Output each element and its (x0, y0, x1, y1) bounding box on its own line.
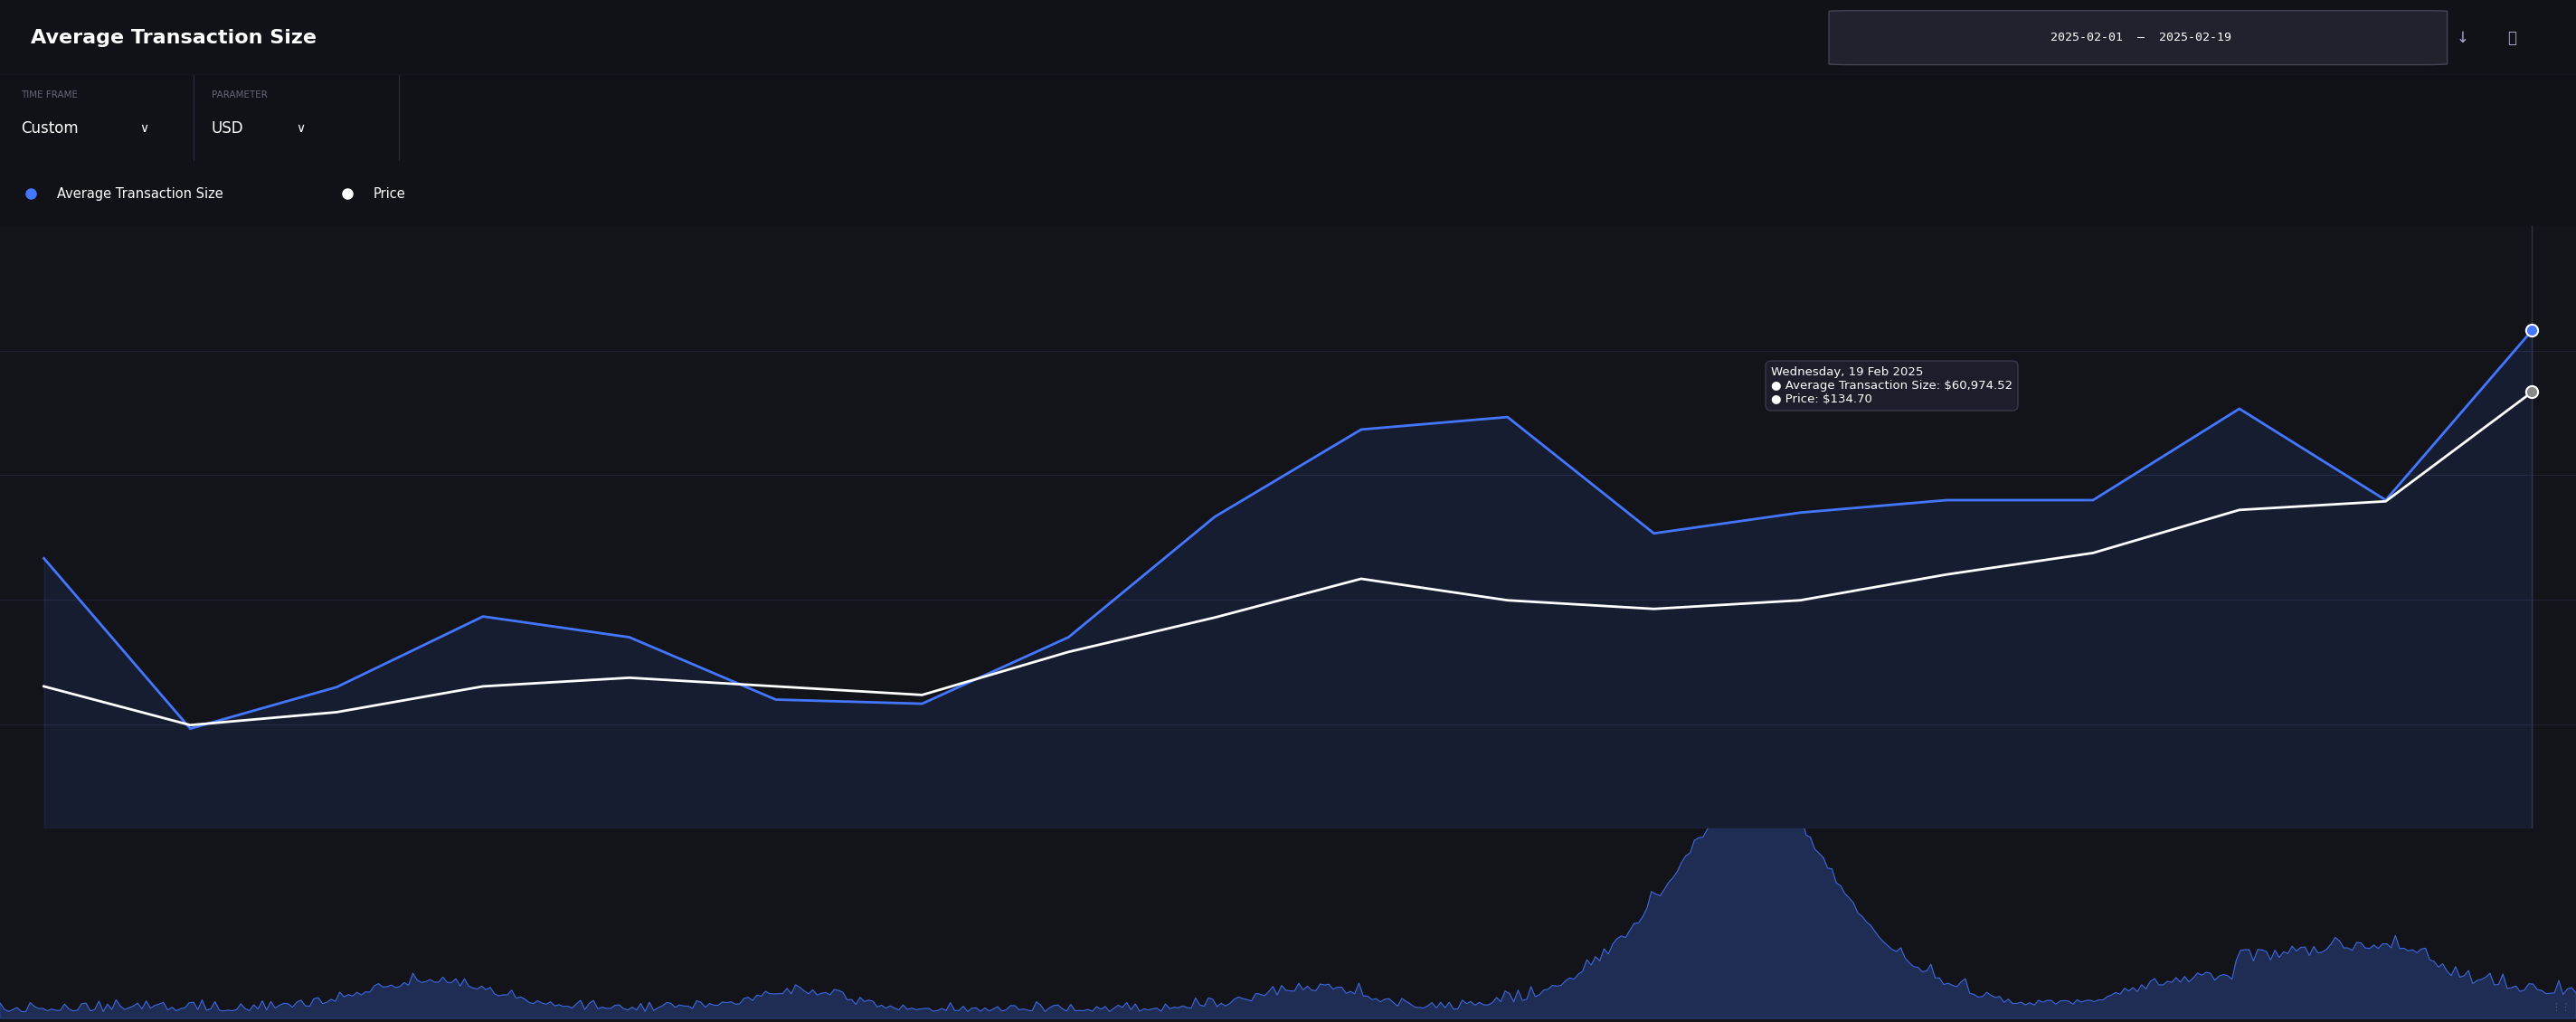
Text: Price: Price (374, 187, 407, 200)
Text: ↓: ↓ (2458, 30, 2468, 46)
Text: USD: USD (211, 121, 245, 137)
Text: Average Transaction Size: Average Transaction Size (57, 187, 224, 200)
Text: ∨: ∨ (296, 123, 307, 135)
Text: ⋮⋮: ⋮⋮ (2550, 1004, 2571, 1013)
Text: ∨: ∨ (139, 123, 149, 135)
Text: Wednesday, 19 Feb 2025
● Average Transaction Size: $60,974.52
● Price: $134.70: Wednesday, 19 Feb 2025 ● Average Transac… (1772, 366, 2012, 405)
Text: 2025-02-01  —  2025-02-19: 2025-02-01 — 2025-02-19 (2050, 32, 2231, 44)
Text: TIME FRAME: TIME FRAME (21, 91, 77, 100)
Text: Custom: Custom (21, 121, 77, 137)
Text: PARAMETER: PARAMETER (211, 91, 268, 100)
Text: ⧉: ⧉ (2506, 30, 2517, 46)
Text: Average Transaction Size: Average Transaction Size (31, 29, 317, 47)
FancyBboxPatch shape (1829, 10, 2447, 64)
